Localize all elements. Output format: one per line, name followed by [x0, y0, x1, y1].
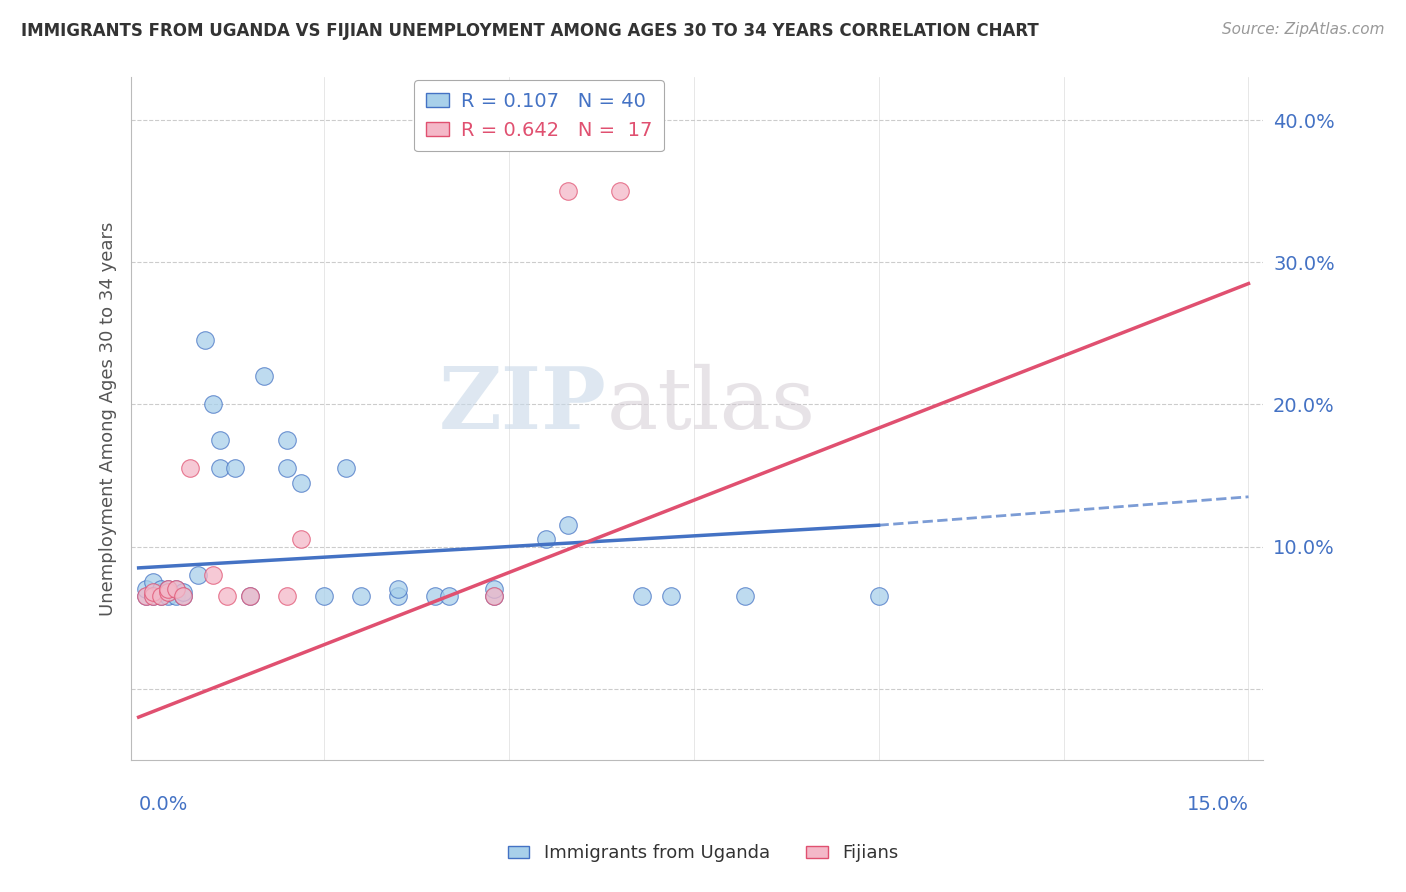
- Point: [482, 590, 505, 604]
- Point: [482, 582, 505, 597]
- Point: [157, 582, 180, 597]
- Point: [276, 461, 298, 475]
- Point: [276, 590, 298, 604]
- Point: [157, 585, 180, 599]
- Point: [172, 590, 194, 604]
- Point: [201, 397, 224, 411]
- Point: [157, 585, 180, 599]
- Point: [557, 184, 579, 198]
- Point: [312, 590, 335, 604]
- Y-axis label: Unemployment Among Ages 30 to 34 years: Unemployment Among Ages 30 to 34 years: [100, 221, 117, 615]
- Point: [142, 590, 165, 604]
- Point: [187, 568, 209, 582]
- Point: [157, 590, 180, 604]
- Point: [290, 475, 312, 490]
- Text: IMMIGRANTS FROM UGANDA VS FIJIAN UNEMPLOYMENT AMONG AGES 30 TO 34 YEARS CORRELAT: IMMIGRANTS FROM UGANDA VS FIJIAN UNEMPLO…: [21, 22, 1039, 40]
- Point: [172, 585, 194, 599]
- Point: [149, 585, 172, 599]
- Point: [201, 568, 224, 582]
- Point: [172, 590, 194, 604]
- Point: [224, 461, 246, 475]
- Text: 15.0%: 15.0%: [1187, 796, 1249, 814]
- Point: [423, 590, 446, 604]
- Point: [149, 590, 172, 604]
- Point: [482, 590, 505, 604]
- Point: [439, 590, 461, 604]
- Point: [157, 582, 180, 597]
- Point: [253, 368, 276, 383]
- Point: [290, 533, 312, 547]
- Point: [208, 461, 231, 475]
- Point: [868, 590, 890, 604]
- Point: [165, 582, 187, 597]
- Point: [239, 590, 262, 604]
- Point: [179, 461, 201, 475]
- Text: Source: ZipAtlas.com: Source: ZipAtlas.com: [1222, 22, 1385, 37]
- Point: [217, 590, 239, 604]
- Point: [276, 433, 298, 447]
- Point: [534, 533, 557, 547]
- Point: [734, 590, 756, 604]
- Point: [557, 518, 579, 533]
- Legend: R = 0.107   N = 40, R = 0.642   N =  17: R = 0.107 N = 40, R = 0.642 N = 17: [413, 80, 664, 152]
- Text: 0.0%: 0.0%: [139, 796, 188, 814]
- Point: [135, 590, 157, 604]
- Legend: Immigrants from Uganda, Fijians: Immigrants from Uganda, Fijians: [501, 838, 905, 870]
- Point: [630, 590, 652, 604]
- Point: [387, 582, 409, 597]
- Point: [387, 590, 409, 604]
- Point: [165, 590, 187, 604]
- Point: [335, 461, 357, 475]
- Text: atlas: atlas: [607, 363, 815, 447]
- Point: [208, 433, 231, 447]
- Point: [149, 590, 172, 604]
- Point: [135, 590, 157, 604]
- Point: [135, 582, 157, 597]
- Text: ZIP: ZIP: [439, 363, 607, 447]
- Point: [142, 585, 165, 599]
- Point: [165, 582, 187, 597]
- Point: [142, 590, 165, 604]
- Point: [239, 590, 262, 604]
- Point: [661, 590, 683, 604]
- Point: [349, 590, 371, 604]
- Point: [194, 334, 217, 348]
- Point: [149, 582, 172, 597]
- Point: [142, 575, 165, 590]
- Point: [609, 184, 631, 198]
